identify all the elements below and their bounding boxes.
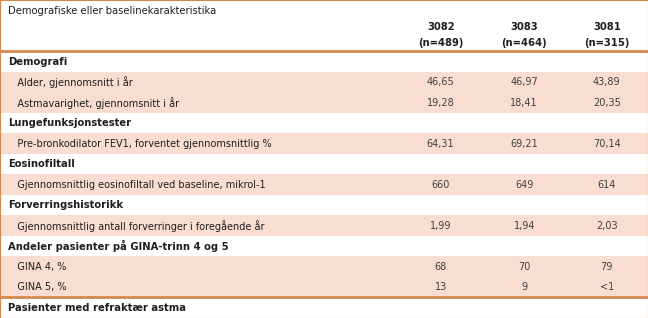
Text: 19,28: 19,28 [427, 98, 454, 107]
Text: Demografi: Demografi [8, 57, 67, 66]
Text: GINA 5, %: GINA 5, % [8, 282, 66, 292]
Bar [0, 154, 648, 174]
Text: 1,99: 1,99 [430, 221, 452, 231]
Text: 2,03: 2,03 [596, 221, 618, 231]
Text: 649: 649 [515, 180, 533, 190]
Text: 43,89: 43,89 [593, 77, 621, 87]
Text: 9: 9 [521, 282, 527, 292]
Bar [0, 215, 648, 236]
Text: 68: 68 [435, 262, 446, 272]
Text: 70,14: 70,14 [593, 139, 621, 149]
Text: Astmavarighet, gjennomsnitt i år: Astmavarighet, gjennomsnitt i år [8, 97, 179, 108]
Text: Gjennomsnittlig eosinofiltall ved baseline, mikrol-1: Gjennomsnittlig eosinofiltall ved baseli… [8, 180, 266, 190]
Text: 46,65: 46,65 [427, 77, 454, 87]
Bar [0, 0, 648, 51]
Text: 3081: 3081 [593, 22, 621, 32]
Text: (n=464): (n=464) [502, 38, 547, 48]
Text: (n=315): (n=315) [584, 38, 630, 48]
Text: <1: <1 [600, 282, 614, 292]
Bar [0, 113, 648, 133]
Bar [0, 277, 648, 297]
Bar [0, 174, 648, 195]
Bar [0, 195, 648, 215]
Bar [0, 72, 648, 92]
Text: Gjennomsnittlig antall forverringer i foregående år: Gjennomsnittlig antall forverringer i fo… [8, 220, 264, 232]
Bar [0, 51, 648, 72]
Text: 70: 70 [518, 262, 531, 272]
Text: Pre-bronkodilator FEV1, forventet gjennomsnittlig %: Pre-bronkodilator FEV1, forventet gjenno… [8, 139, 272, 149]
Bar [0, 133, 648, 154]
Bar [0, 92, 648, 113]
Text: Forverringshistorikk: Forverringshistorikk [8, 200, 123, 210]
Text: 13: 13 [435, 282, 446, 292]
Text: 3083: 3083 [511, 22, 538, 32]
Text: 79: 79 [601, 262, 613, 272]
Text: 614: 614 [597, 180, 616, 190]
Text: 20,35: 20,35 [593, 98, 621, 107]
Text: Lungefunksjonstester: Lungefunksjonstester [8, 118, 131, 128]
Text: 69,21: 69,21 [511, 139, 538, 149]
Text: 46,97: 46,97 [511, 77, 538, 87]
Text: Pasienter med refraktær astma: Pasienter med refraktær astma [8, 303, 186, 313]
Bar [0, 297, 648, 318]
Text: 64,31: 64,31 [427, 139, 454, 149]
Text: 1,94: 1,94 [513, 221, 535, 231]
Text: Andeler pasienter på GINA-trinn 4 og 5: Andeler pasienter på GINA-trinn 4 og 5 [8, 240, 228, 252]
Bar [0, 256, 648, 277]
Text: Demografiske eller baselinekarakteristika: Demografiske eller baselinekarakteristik… [8, 6, 216, 16]
Bar [0, 236, 648, 256]
Text: GINA 4, %: GINA 4, % [8, 262, 66, 272]
Text: Eosinofiltall: Eosinofiltall [8, 159, 75, 169]
Text: 3082: 3082 [427, 22, 454, 32]
Text: 660: 660 [432, 180, 450, 190]
Text: Alder, gjennomsnitt i år: Alder, gjennomsnitt i år [8, 76, 133, 88]
Text: 18,41: 18,41 [511, 98, 538, 107]
Text: (n=489): (n=489) [418, 38, 463, 48]
